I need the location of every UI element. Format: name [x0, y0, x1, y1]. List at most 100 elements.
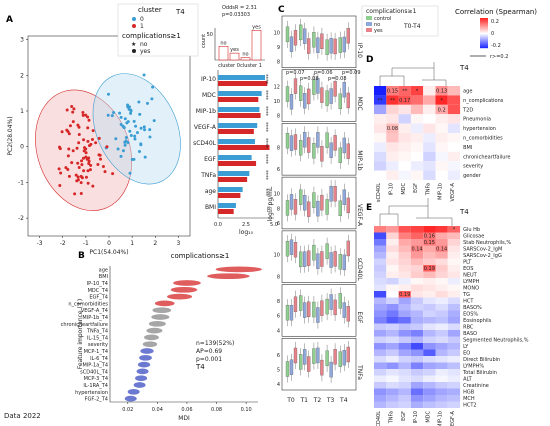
b-category: MCP-3_T4 — [84, 376, 108, 382]
d-col-label: IP-10 — [388, 183, 394, 196]
d-cell — [398, 104, 411, 115]
e-cell — [398, 323, 411, 330]
c-facet-label: VEGF-A — [356, 204, 363, 227]
scatter-point — [81, 113, 85, 117]
y-tick-label: -2 — [18, 215, 24, 222]
scatter-point — [66, 168, 70, 172]
e-row-label: BASO — [463, 331, 477, 337]
scatter-point — [67, 147, 71, 151]
c-box — [299, 140, 303, 156]
c-box — [320, 194, 324, 211]
d-cell — [386, 123, 399, 133]
b-category: IP-10_T4 — [87, 281, 108, 287]
b-x-tick-label: 0.10 — [241, 407, 252, 413]
scatter-point — [129, 108, 133, 112]
e-cell — [374, 362, 387, 369]
e-cell-label: 0.19 — [424, 266, 435, 272]
e-cell — [423, 258, 436, 265]
e-cell — [410, 362, 424, 369]
colorbar-segment — [480, 27, 488, 29]
b-annotation: n=139(52%) — [196, 340, 234, 347]
d-cell — [410, 133, 424, 143]
e-cell — [423, 317, 436, 324]
e-cell — [386, 226, 399, 233]
sig-category: VEGF-A — [194, 124, 217, 131]
legend-marker — [132, 24, 136, 28]
d-cell — [435, 123, 448, 133]
d-cell — [410, 151, 424, 162]
e-cell — [410, 317, 424, 324]
scatter-point — [77, 125, 81, 129]
y-tick-label: -1 — [18, 179, 24, 186]
b-importance-mark — [154, 300, 175, 307]
panel-letter-D: D — [366, 55, 373, 65]
panel-letter-E: E — [366, 203, 372, 213]
e-cell — [435, 291, 448, 298]
e-col-label: TNFa — [388, 411, 394, 424]
e-cell — [398, 349, 411, 356]
scatter-point — [74, 173, 78, 177]
scatter-point — [132, 157, 136, 161]
c-box — [329, 294, 333, 310]
b-importance-mark — [135, 375, 148, 382]
c-box — [289, 36, 294, 52]
d-cell — [447, 95, 461, 105]
e-col-label: MIP-1b — [438, 411, 444, 426]
c-box — [325, 39, 329, 55]
c-box — [303, 251, 307, 267]
d-cell — [435, 95, 448, 105]
e-cell — [435, 278, 448, 285]
c-box — [312, 244, 316, 261]
c-x-tick: T3 — [326, 397, 335, 404]
e-cell — [398, 232, 411, 239]
c-box — [342, 36, 346, 53]
e-cell — [386, 388, 399, 395]
sig-bar-0 — [218, 155, 252, 160]
scatter-point — [86, 169, 90, 173]
c-box — [299, 354, 303, 370]
b-annotation: AP=0.69 — [196, 348, 222, 355]
e-row-label: NEUT — [463, 273, 478, 279]
c-box — [325, 298, 329, 315]
d-cell — [435, 104, 448, 115]
c-facet-label: MIP-1b — [356, 150, 363, 170]
e-cell — [423, 278, 436, 285]
e-cell — [435, 310, 448, 317]
scatter-point — [105, 145, 109, 149]
d-cell — [423, 114, 436, 124]
b-importance-mark — [215, 266, 262, 273]
e-cell — [374, 245, 387, 252]
c-box — [293, 78, 298, 94]
c-box — [285, 133, 290, 149]
inset-bar-label: no — [242, 52, 248, 58]
b-y-label: Feature importance (↑) — [77, 299, 84, 369]
legend-entry-2: yes — [140, 48, 150, 55]
c-y-tick: 5 — [277, 367, 280, 373]
legend-marker — [132, 49, 136, 53]
scatter-point — [58, 145, 62, 149]
colorbar-segment — [480, 22, 488, 24]
e-cell — [423, 395, 436, 402]
sig-stars: **** — [266, 106, 272, 117]
e-cell — [374, 401, 387, 408]
c-y-tick: 8 — [277, 299, 280, 305]
c-box — [329, 88, 333, 104]
scatter-point — [148, 128, 152, 132]
c-facet-frame — [281, 15, 357, 69]
scatter-point — [67, 174, 71, 178]
scatter-point — [77, 165, 81, 169]
d-cell — [447, 123, 461, 133]
colorbar-tick: -0.2 — [491, 43, 501, 49]
scatter-point — [81, 156, 85, 160]
e-cell — [447, 297, 461, 304]
inset-bar — [251, 29, 262, 61]
e-cell — [423, 245, 436, 252]
c-box — [312, 192, 316, 208]
c-box — [342, 137, 346, 154]
c-box — [312, 79, 316, 95]
scatter-point — [99, 157, 103, 161]
e-cell — [410, 252, 424, 259]
c-box — [320, 87, 324, 103]
x-tick-label: -3 — [37, 240, 43, 247]
scatter-point — [84, 175, 88, 179]
